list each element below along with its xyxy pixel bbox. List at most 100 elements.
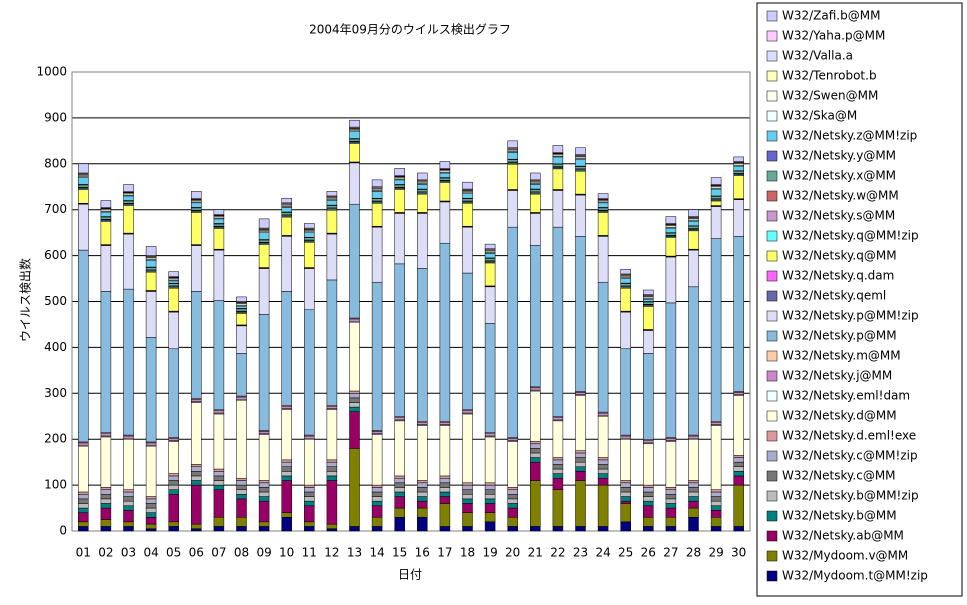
bar-segment xyxy=(214,219,224,224)
x-tick-label: 30 xyxy=(731,546,746,560)
bar-segment xyxy=(576,451,586,453)
bar-segment xyxy=(78,446,88,492)
bar-segment xyxy=(576,171,586,194)
legend-swatch xyxy=(767,11,777,21)
bar-segment xyxy=(508,152,518,159)
bar-segment xyxy=(508,494,518,499)
bar-segment xyxy=(734,526,744,531)
bar-segment xyxy=(259,487,269,492)
bar-segment xyxy=(214,250,224,300)
bar-segment xyxy=(417,492,427,497)
bar-segment xyxy=(530,190,540,192)
legend-label: W32/Netsky.x@MM xyxy=(782,169,896,183)
legend-swatch xyxy=(767,451,777,461)
bar-segment xyxy=(463,526,473,531)
bar-segment xyxy=(327,476,337,481)
bar-segment xyxy=(485,324,495,433)
bar-segment xyxy=(124,184,134,191)
bar-segment xyxy=(169,288,179,311)
bar-segment xyxy=(395,492,405,497)
bar-segment xyxy=(666,508,676,517)
bar-segment xyxy=(553,145,563,152)
bar-segment xyxy=(372,180,382,187)
bar-segment xyxy=(598,474,608,479)
bar-segment xyxy=(598,212,608,235)
x-tick-label: 20 xyxy=(505,546,520,560)
legend-swatch xyxy=(767,131,777,141)
bar-segment xyxy=(282,476,292,481)
legend-label: W32/Netsky.p@MM xyxy=(782,329,897,343)
x-tick-label: 23 xyxy=(573,546,588,560)
bar-segment xyxy=(78,526,88,531)
bar-segment xyxy=(598,236,608,282)
legend-label: W32/Netsky.c@MM xyxy=(782,469,896,483)
bar-segment xyxy=(417,268,427,421)
bar-segment xyxy=(237,306,247,308)
bar-segment xyxy=(689,210,699,217)
legend-label: W32/Netsky.c@MM!zip xyxy=(782,449,918,463)
bar-segment xyxy=(101,503,111,508)
bar-segment xyxy=(576,467,586,472)
bar-segment xyxy=(576,526,586,531)
bar-segment xyxy=(553,478,563,489)
bar-segment xyxy=(689,483,699,488)
bar-segment xyxy=(124,196,134,201)
bar-segment xyxy=(350,144,360,162)
bar-segment xyxy=(146,260,156,267)
bar-segment xyxy=(304,238,314,240)
bar-segment xyxy=(237,326,247,354)
bar-segment xyxy=(417,483,427,488)
bar-segment xyxy=(621,492,631,497)
x-tick-label: 11 xyxy=(302,546,317,560)
bar-segment xyxy=(463,485,473,490)
bar-segment xyxy=(530,526,540,531)
y-tick-label: 300 xyxy=(44,386,67,400)
bar-segment xyxy=(485,503,495,512)
bar-segment xyxy=(372,492,382,497)
bar-segment xyxy=(191,524,201,529)
bar-segment xyxy=(78,494,88,499)
bar-segment xyxy=(372,191,382,198)
x-tick-label: 08 xyxy=(234,546,249,560)
bar-segment xyxy=(508,438,518,440)
bar-segment xyxy=(666,490,676,495)
bar-segment xyxy=(259,501,269,522)
bar-segment xyxy=(553,460,563,465)
bar-segment xyxy=(169,522,179,527)
bar-segment xyxy=(124,289,134,435)
bar-segment xyxy=(440,526,450,531)
legend-swatch xyxy=(767,311,777,321)
bar-segment xyxy=(350,402,360,407)
bar-segment xyxy=(78,178,88,185)
bar-segment xyxy=(643,517,653,526)
bar-segment xyxy=(508,441,518,487)
bar-segment xyxy=(372,497,382,502)
bar-segment xyxy=(372,203,382,226)
bar-segment xyxy=(711,510,721,517)
bar-segment xyxy=(282,467,292,472)
bar-segment xyxy=(643,307,653,330)
bar-segment xyxy=(327,201,337,206)
legend-label: W32/Zafi.b@MM xyxy=(782,9,880,23)
bar-segment xyxy=(508,490,518,495)
chart-title: 2004年09月分のウイルス検出グラフ xyxy=(309,23,511,37)
bar-segment xyxy=(146,443,156,445)
bar-segment xyxy=(440,478,450,483)
bar-segment xyxy=(621,503,631,521)
bar-segment xyxy=(440,425,450,475)
x-tick-label: 26 xyxy=(641,546,656,560)
bar-segment xyxy=(553,418,563,420)
bar-segment xyxy=(395,168,405,175)
bar-segment xyxy=(417,517,427,531)
bar-segment xyxy=(689,487,699,492)
bar-segment xyxy=(576,458,586,463)
bar-segment xyxy=(734,396,744,456)
legend-swatch xyxy=(767,271,777,281)
legend-label: W32/Netsky.p@MM!zip xyxy=(782,309,919,323)
bar-segment xyxy=(124,526,134,531)
bar-segment xyxy=(191,402,201,464)
x-tick-label: 10 xyxy=(279,546,294,560)
bar-segment xyxy=(214,490,224,518)
y-tick-label: 800 xyxy=(44,156,67,170)
bar-segment xyxy=(643,487,653,492)
